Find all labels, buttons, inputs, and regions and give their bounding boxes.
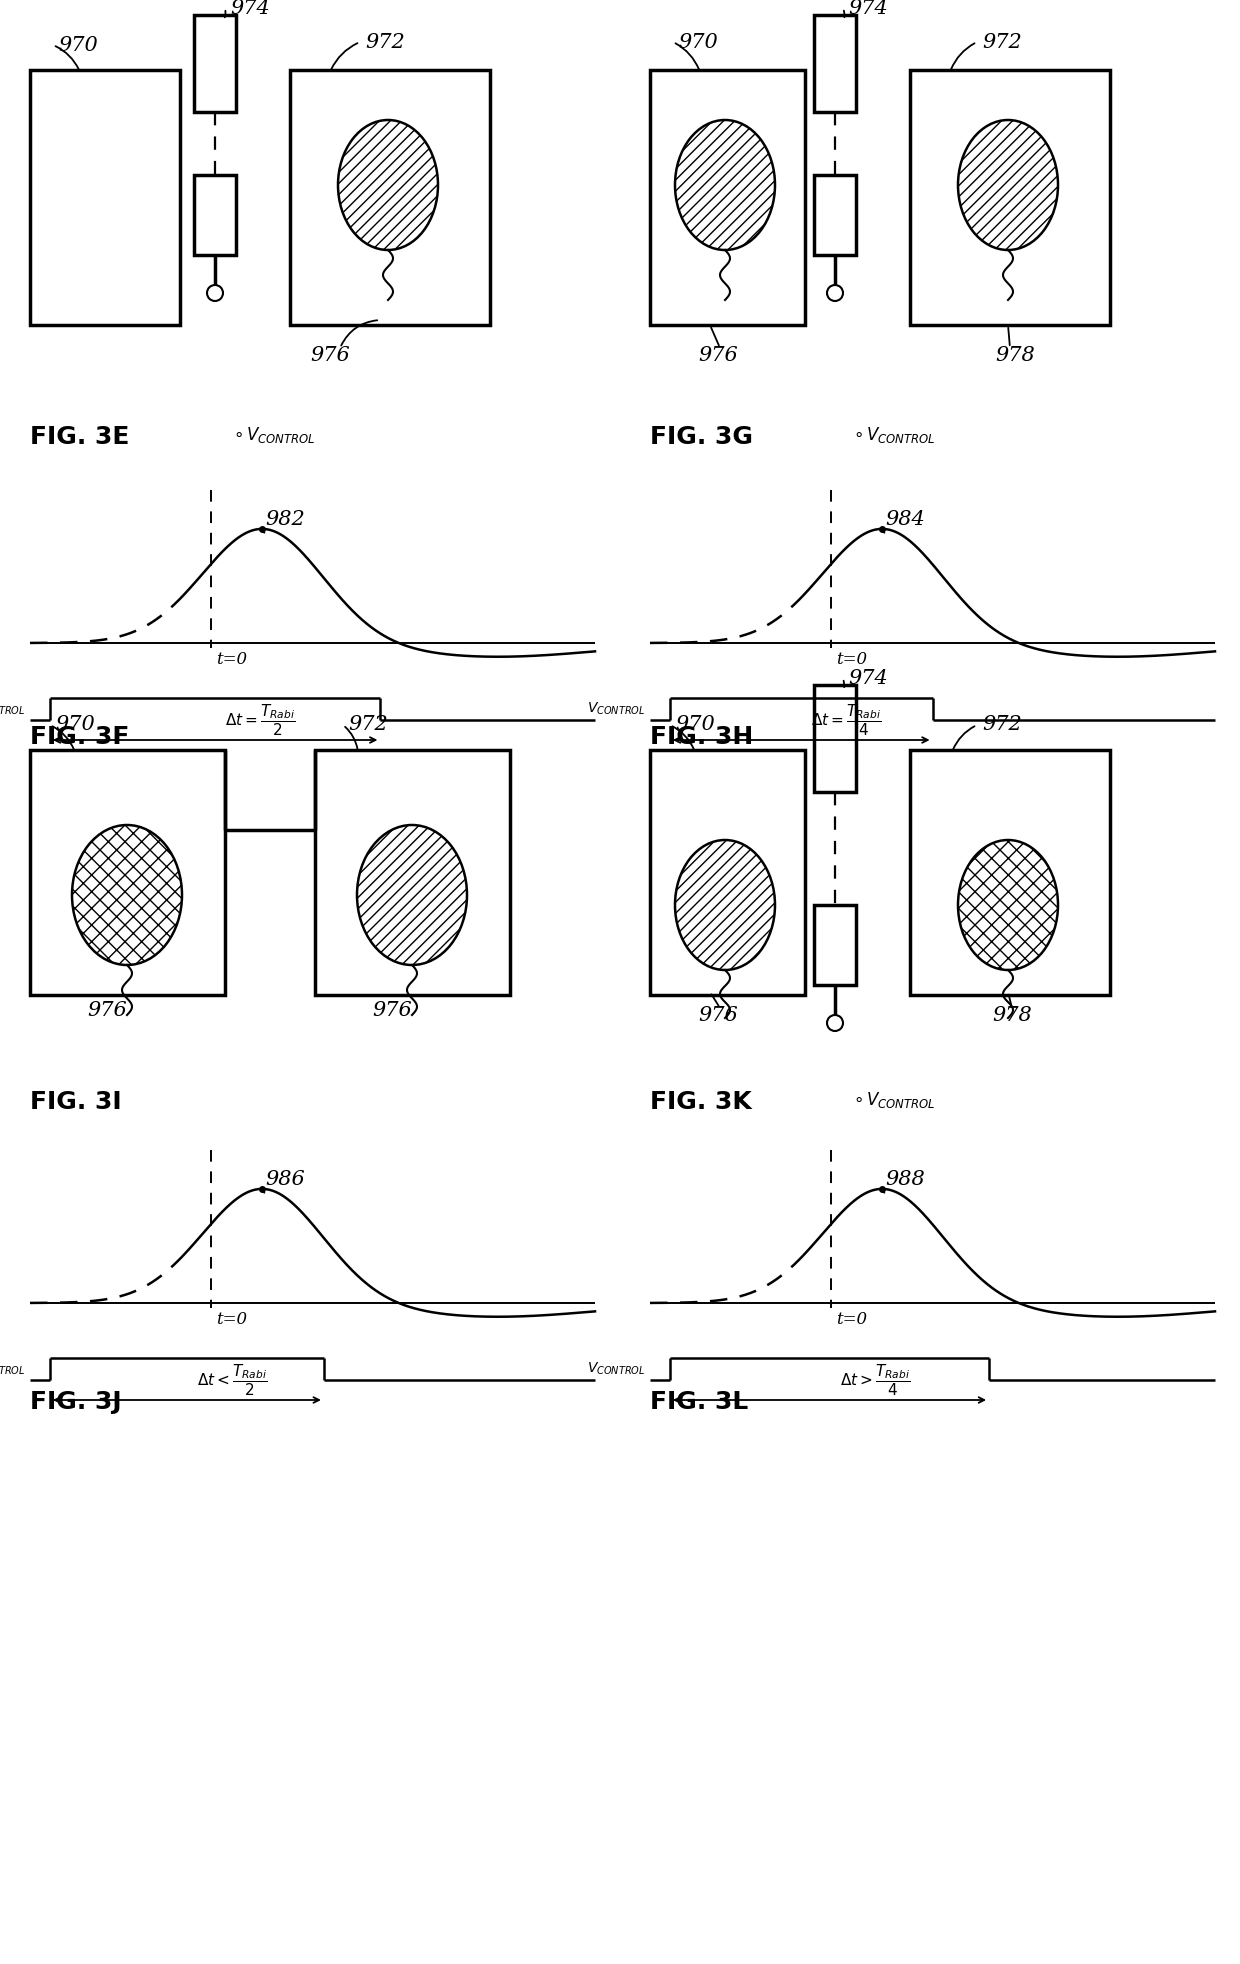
Text: $\circ\, V_{CONTROL}$: $\circ\, V_{CONTROL}$	[233, 424, 316, 446]
Bar	[813, 685, 856, 791]
Text: 974: 974	[848, 0, 888, 18]
Text: $\Delta t = \dfrac{T_{Rabi}}{4}$: $\Delta t = \dfrac{T_{Rabi}}{4}$	[811, 703, 882, 738]
Bar	[910, 71, 1110, 324]
Circle shape	[827, 1015, 843, 1031]
Text: $V_{CONTROL}$: $V_{CONTROL}$	[0, 701, 25, 717]
Text: 970: 970	[58, 35, 98, 55]
Bar	[30, 71, 180, 324]
Text: t=0: t=0	[836, 650, 867, 668]
Text: FIG. 3G: FIG. 3G	[650, 424, 753, 450]
Text: 972: 972	[365, 33, 404, 51]
Ellipse shape	[357, 825, 467, 964]
Ellipse shape	[959, 841, 1058, 970]
Text: 974: 974	[229, 0, 270, 18]
Text: 970: 970	[678, 33, 718, 51]
Text: t=0: t=0	[216, 650, 247, 668]
Text: 988: 988	[885, 1171, 925, 1188]
Text: 976: 976	[310, 346, 350, 365]
Text: $\circ\, V_{CONTROL}$: $\circ\, V_{CONTROL}$	[853, 1090, 936, 1110]
Text: 970: 970	[675, 715, 714, 735]
Ellipse shape	[339, 120, 438, 249]
Text: FIG. 3I: FIG. 3I	[30, 1090, 122, 1114]
Text: 986: 986	[265, 1171, 305, 1188]
Text: 984: 984	[885, 511, 925, 528]
Bar	[193, 175, 236, 255]
Bar	[813, 175, 856, 255]
Bar	[650, 71, 805, 324]
Text: 982: 982	[265, 511, 305, 528]
Text: 976: 976	[698, 346, 738, 365]
Text: $V_{CONTROL}$: $V_{CONTROL}$	[587, 1361, 645, 1377]
Bar	[315, 750, 510, 996]
Bar	[193, 16, 236, 112]
Text: FIG. 3E: FIG. 3E	[30, 424, 129, 450]
Circle shape	[207, 285, 223, 300]
Ellipse shape	[959, 120, 1058, 249]
Text: 972: 972	[982, 715, 1022, 735]
Text: 976: 976	[698, 1006, 738, 1025]
Circle shape	[827, 285, 843, 300]
Ellipse shape	[72, 825, 182, 964]
Text: $V_{CONTROL}$: $V_{CONTROL}$	[0, 1361, 25, 1377]
Text: $\Delta t > \dfrac{T_{Rabi}}{4}$: $\Delta t > \dfrac{T_{Rabi}}{4}$	[839, 1363, 910, 1398]
Bar	[30, 750, 224, 996]
Text: FIG. 3H: FIG. 3H	[650, 725, 753, 748]
Text: $V_{CONTROL}$: $V_{CONTROL}$	[587, 701, 645, 717]
Text: 978: 978	[992, 1006, 1032, 1025]
Text: FIG. 3F: FIG. 3F	[30, 725, 129, 748]
Text: t=0: t=0	[836, 1312, 867, 1328]
Text: $\Delta t = \dfrac{T_{Rabi}}{2}$: $\Delta t = \dfrac{T_{Rabi}}{2}$	[226, 703, 296, 738]
Text: FIG. 3L: FIG. 3L	[650, 1391, 748, 1414]
Bar	[650, 750, 805, 996]
Ellipse shape	[675, 120, 775, 249]
Bar	[290, 71, 490, 324]
Text: FIG. 3J: FIG. 3J	[30, 1391, 122, 1414]
Text: 976: 976	[87, 1000, 126, 1019]
Text: 976: 976	[372, 1000, 412, 1019]
Text: $\circ\, V_{CONTROL}$: $\circ\, V_{CONTROL}$	[853, 424, 936, 446]
Text: 972: 972	[348, 715, 388, 735]
Bar	[813, 16, 856, 112]
Text: 970: 970	[55, 715, 94, 735]
Bar	[813, 905, 856, 986]
Ellipse shape	[675, 841, 775, 970]
Text: 974: 974	[848, 668, 888, 687]
Text: 972: 972	[982, 33, 1022, 51]
Text: FIG. 3K: FIG. 3K	[650, 1090, 751, 1114]
Bar	[910, 750, 1110, 996]
Text: t=0: t=0	[216, 1312, 247, 1328]
Text: $\Delta t < \dfrac{T_{Rabi}}{2}$: $\Delta t < \dfrac{T_{Rabi}}{2}$	[197, 1363, 268, 1398]
Text: 978: 978	[994, 346, 1034, 365]
